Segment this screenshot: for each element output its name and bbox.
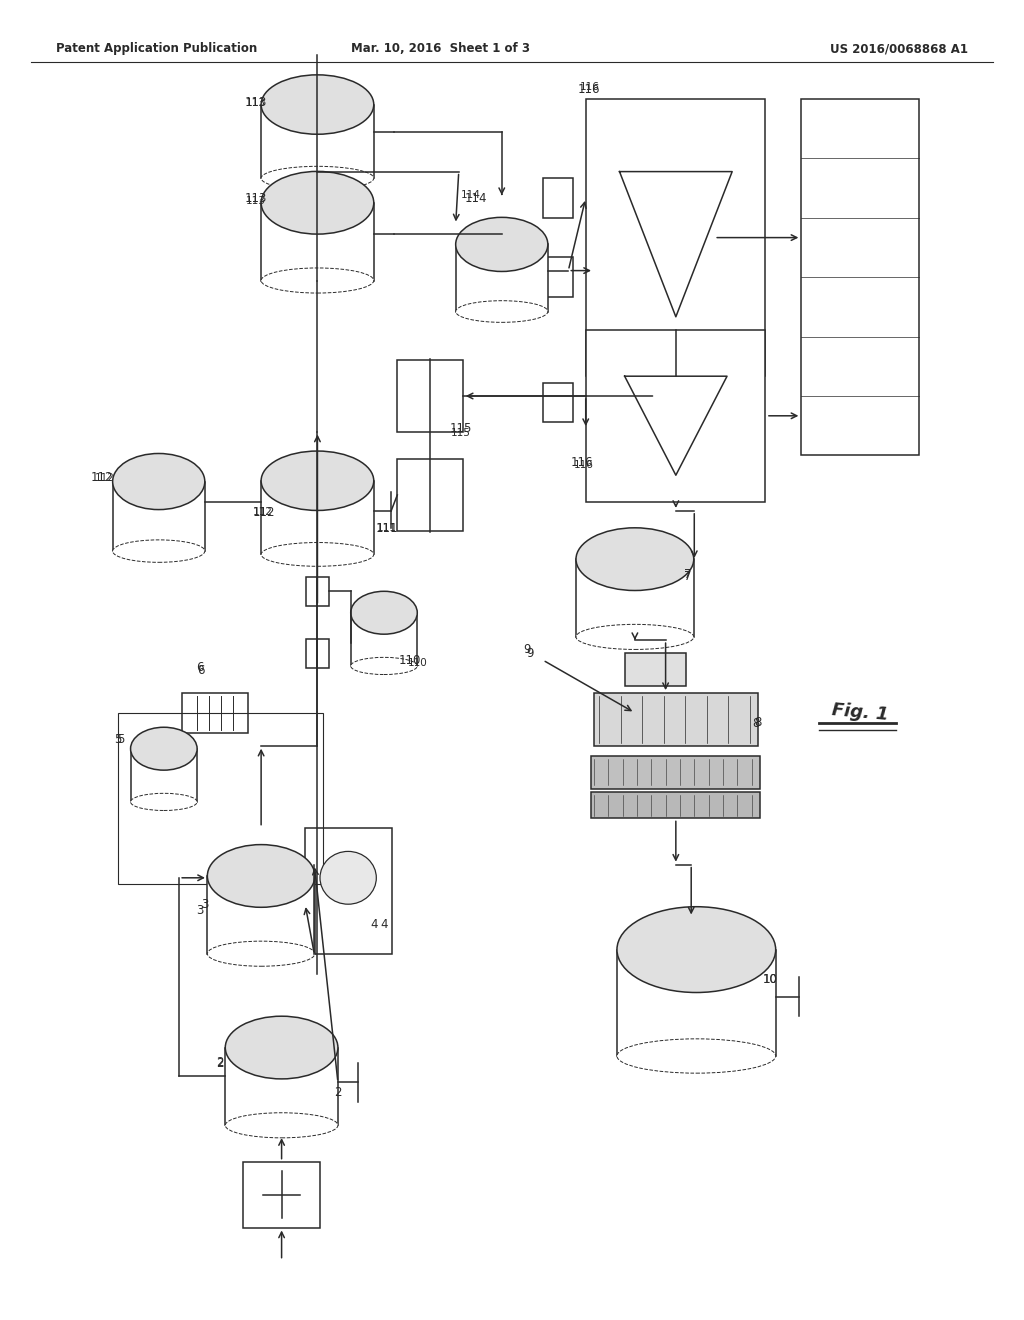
Ellipse shape xyxy=(616,1039,776,1073)
Bar xyxy=(182,693,248,733)
Bar xyxy=(207,876,315,953)
Text: 2: 2 xyxy=(216,1056,224,1069)
Bar xyxy=(575,560,694,638)
Text: 9: 9 xyxy=(523,643,531,656)
Bar xyxy=(261,203,374,281)
Text: 10: 10 xyxy=(763,973,777,986)
Ellipse shape xyxy=(261,451,374,511)
Bar xyxy=(456,244,548,312)
Bar xyxy=(350,612,418,665)
Ellipse shape xyxy=(575,528,694,590)
Text: 7: 7 xyxy=(684,568,692,581)
Text: 113: 113 xyxy=(245,191,267,205)
Ellipse shape xyxy=(456,301,548,322)
Text: 7: 7 xyxy=(684,570,692,583)
Bar xyxy=(261,480,374,554)
Ellipse shape xyxy=(261,543,374,566)
Ellipse shape xyxy=(207,941,315,966)
Text: 110: 110 xyxy=(408,657,428,668)
Ellipse shape xyxy=(225,1113,338,1138)
Text: 113: 113 xyxy=(246,195,266,206)
Ellipse shape xyxy=(261,268,374,293)
Bar xyxy=(306,577,329,606)
Text: 112: 112 xyxy=(253,506,275,519)
Bar xyxy=(616,949,776,1056)
Text: 111: 111 xyxy=(377,523,397,533)
Ellipse shape xyxy=(350,591,418,634)
Text: 116: 116 xyxy=(580,82,600,92)
Text: 110: 110 xyxy=(398,653,421,667)
Text: 5: 5 xyxy=(117,733,125,746)
Ellipse shape xyxy=(207,845,315,907)
Bar xyxy=(543,383,573,422)
Text: 113: 113 xyxy=(246,98,266,108)
Ellipse shape xyxy=(261,75,374,135)
Text: 113: 113 xyxy=(245,96,267,110)
Text: 112: 112 xyxy=(94,473,115,483)
Text: Fig. 1: Fig. 1 xyxy=(831,701,889,725)
Text: Patent Application Publication: Patent Application Publication xyxy=(56,42,258,55)
Bar xyxy=(225,1048,338,1125)
Bar xyxy=(625,653,686,686)
Bar xyxy=(396,458,463,531)
Bar xyxy=(113,482,205,552)
Text: 5: 5 xyxy=(114,733,122,746)
Text: 116: 116 xyxy=(578,83,600,96)
Bar xyxy=(244,1162,319,1228)
Text: 112: 112 xyxy=(91,471,114,484)
Text: 4: 4 xyxy=(380,917,388,931)
Bar xyxy=(306,639,329,668)
Text: 6: 6 xyxy=(197,664,205,677)
Text: 3: 3 xyxy=(196,904,204,917)
Bar xyxy=(118,713,323,884)
Text: 2: 2 xyxy=(334,1086,342,1100)
Ellipse shape xyxy=(113,454,205,510)
Text: 116: 116 xyxy=(573,459,594,470)
Bar xyxy=(305,829,392,953)
Bar xyxy=(261,104,374,178)
Text: 3: 3 xyxy=(201,898,209,911)
Ellipse shape xyxy=(113,540,205,562)
Text: 114: 114 xyxy=(465,191,487,205)
Text: 4: 4 xyxy=(370,917,378,931)
Text: 9: 9 xyxy=(526,647,535,660)
Text: 114: 114 xyxy=(461,190,481,201)
Text: 8: 8 xyxy=(754,715,762,729)
Ellipse shape xyxy=(575,624,694,649)
Ellipse shape xyxy=(350,657,418,675)
Bar xyxy=(396,360,463,433)
Text: 111: 111 xyxy=(376,521,398,535)
Bar xyxy=(543,257,573,297)
Text: US 2016/0068868 A1: US 2016/0068868 A1 xyxy=(829,42,968,55)
Bar xyxy=(586,330,766,502)
Bar xyxy=(131,748,197,803)
Ellipse shape xyxy=(131,793,197,810)
Text: Mar. 10, 2016  Sheet 1 of 3: Mar. 10, 2016 Sheet 1 of 3 xyxy=(351,42,529,55)
Text: 2: 2 xyxy=(216,1057,224,1071)
Text: 10: 10 xyxy=(763,973,777,986)
Bar xyxy=(801,99,920,455)
Text: 6: 6 xyxy=(196,661,204,675)
Ellipse shape xyxy=(225,1016,338,1078)
Ellipse shape xyxy=(456,218,548,272)
Ellipse shape xyxy=(131,727,197,770)
Text: 115: 115 xyxy=(451,428,471,438)
Ellipse shape xyxy=(261,166,374,190)
Text: 116: 116 xyxy=(570,455,593,469)
Bar xyxy=(586,99,766,376)
Text: 8: 8 xyxy=(752,717,760,730)
Text: 115: 115 xyxy=(450,422,472,436)
Ellipse shape xyxy=(261,172,374,234)
Bar xyxy=(543,178,573,218)
Bar xyxy=(594,693,758,746)
Text: 112: 112 xyxy=(253,507,273,517)
Bar xyxy=(592,792,760,818)
Bar xyxy=(592,755,760,789)
Ellipse shape xyxy=(319,851,377,904)
Ellipse shape xyxy=(616,907,776,993)
